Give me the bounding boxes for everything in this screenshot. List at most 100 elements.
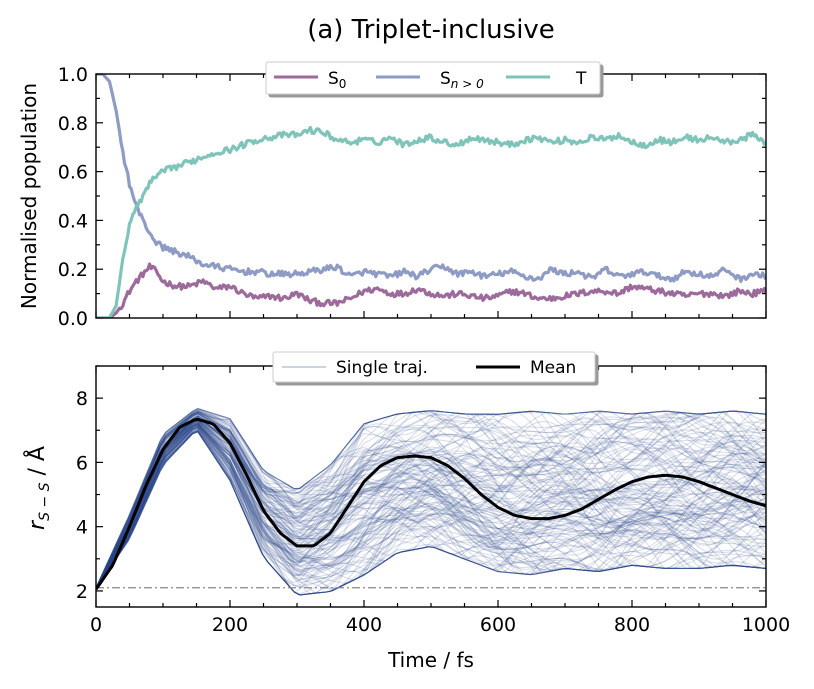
distance-legend: [272, 351, 596, 383]
single-trajectory-line: [96, 419, 766, 589]
single-trajectory-line: [96, 412, 766, 589]
single-trajectory-line: [96, 426, 766, 596]
single-trajectory-line: [96, 422, 766, 589]
single-trajectory-line: [96, 420, 766, 589]
single-trajectory-line: [96, 410, 766, 589]
single-trajectory-line: [96, 417, 766, 589]
single-trajectory-line: [96, 412, 766, 589]
single-trajectory-line: [96, 430, 766, 590]
single-trajectory-line: [96, 424, 766, 590]
single-trajectory-line: [96, 430, 766, 590]
single-trajectory-line: [96, 423, 766, 590]
single-trajectory-line: [96, 418, 766, 589]
single-trajectory-line: [96, 417, 766, 589]
single-trajectory-line: [96, 417, 766, 589]
single-trajectory-line: [96, 423, 766, 590]
single-trajectory-line: [96, 410, 766, 589]
single-trajectory-line: [96, 410, 766, 589]
single-trajectory-line: [96, 419, 766, 589]
single-trajectory-line: [96, 418, 766, 589]
single-trajectory-line: [96, 421, 766, 589]
single-trajectory-line: [96, 410, 766, 589]
single-trajectory-line: [96, 417, 766, 589]
single-trajectory-line: [96, 411, 766, 589]
y-tick-label: 0.4: [58, 210, 88, 232]
single-trajectory-line: [96, 409, 766, 589]
single-trajectory-line: [96, 429, 766, 596]
y-tick-label: 6: [76, 452, 88, 474]
single-trajectory-line: [96, 425, 766, 590]
single-trajectory-line: [96, 419, 766, 589]
single-trajectory-line: [96, 425, 766, 596]
population-legend: [265, 61, 601, 95]
single-trajectory-line: [96, 426, 766, 590]
single-trajectory-line: [96, 422, 766, 590]
single-trajectory-line: [96, 410, 766, 589]
single-trajectory-line: [96, 427, 766, 596]
population-s0-line: [96, 262, 766, 318]
single-trajectory-line: [96, 422, 766, 590]
x-tick-label: 800: [614, 614, 650, 636]
y-tick-label: 2: [76, 581, 88, 603]
single-trajectory-line: [96, 419, 766, 589]
single-trajectory-line: [96, 417, 766, 589]
y-tick-label: 0.8: [58, 113, 88, 135]
single-trajectory-line: [96, 408, 766, 589]
single-trajectory-line: [96, 420, 766, 589]
single-trajectory-line: [96, 416, 766, 589]
single-trajectory-line: [96, 422, 766, 589]
single-trajectory-line: [96, 423, 766, 589]
x-tick-label: 200: [212, 614, 248, 636]
single-trajectory-line: [96, 421, 766, 589]
single-trajectory-line: [96, 425, 766, 590]
distance-y-axis-label: rS − S / Å: [23, 446, 53, 530]
single-trajectory-line: [96, 410, 766, 589]
single-trajectory-line: [96, 428, 766, 590]
x-axis-label: Time / fs: [387, 648, 474, 672]
single-trajectory-line: [96, 424, 766, 590]
single-trajectory-line: [96, 430, 766, 596]
single-trajectory-line: [96, 409, 766, 589]
single-trajectory-line: [96, 423, 766, 590]
legend-s0-label: S0: [328, 69, 346, 91]
single-trajectory-line: [96, 408, 766, 589]
single-trajectory-line: [96, 424, 766, 589]
single-trajectory-line: [96, 408, 766, 589]
x-tick-label: 0: [90, 614, 102, 636]
x-tick-label: 600: [480, 614, 516, 636]
single-trajectory-line: [96, 431, 766, 596]
y-tick-label: 4: [76, 517, 88, 539]
single-trajectory-line: [96, 423, 766, 589]
single-trajectory-line: [96, 410, 766, 589]
single-trajectory-line: [96, 423, 766, 589]
single-trajectory-line: [96, 430, 766, 596]
single-trajectory-line: [96, 410, 766, 589]
population-y-axis-label: Normalised population: [17, 83, 41, 309]
x-tick-label: 400: [346, 614, 382, 636]
single-trajectory-line: [96, 417, 766, 589]
single-trajectory-line: [96, 419, 766, 589]
single-trajectory-line: [96, 427, 766, 590]
single-trajectory-line: [96, 410, 766, 589]
single-trajectory-line: [96, 410, 766, 589]
single-trajectory-line: [96, 418, 766, 589]
single-trajectory-line: [96, 431, 766, 596]
single-trajectory-line: [96, 416, 766, 589]
single-trajectory-line: [96, 408, 766, 589]
single-trajectory-line: [96, 429, 766, 590]
single-trajectory-line: [96, 410, 766, 589]
single-trajectory-line: [96, 418, 766, 589]
single-trajectory-line: [96, 427, 766, 596]
single-trajectory-line: [96, 410, 766, 589]
single-trajectory-line: [96, 427, 766, 590]
single-trajectory-line: [96, 420, 766, 589]
single-trajectory-line: [96, 417, 766, 589]
single-trajectory-line: [96, 412, 766, 589]
single-trajectory-line: [96, 408, 766, 589]
single-trajectory-line: [96, 427, 766, 590]
single-trajectory-line: [96, 429, 766, 590]
single-trajectory-line: [96, 431, 766, 590]
single-trajectory-line: [96, 420, 766, 589]
single-trajectory-line: [96, 423, 766, 589]
single-trajectory-line: [96, 414, 766, 589]
